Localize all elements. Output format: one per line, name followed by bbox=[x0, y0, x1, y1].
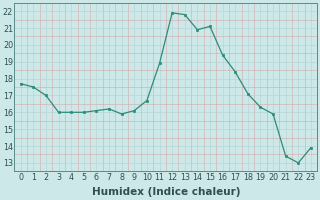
X-axis label: Humidex (Indice chaleur): Humidex (Indice chaleur) bbox=[92, 187, 240, 197]
